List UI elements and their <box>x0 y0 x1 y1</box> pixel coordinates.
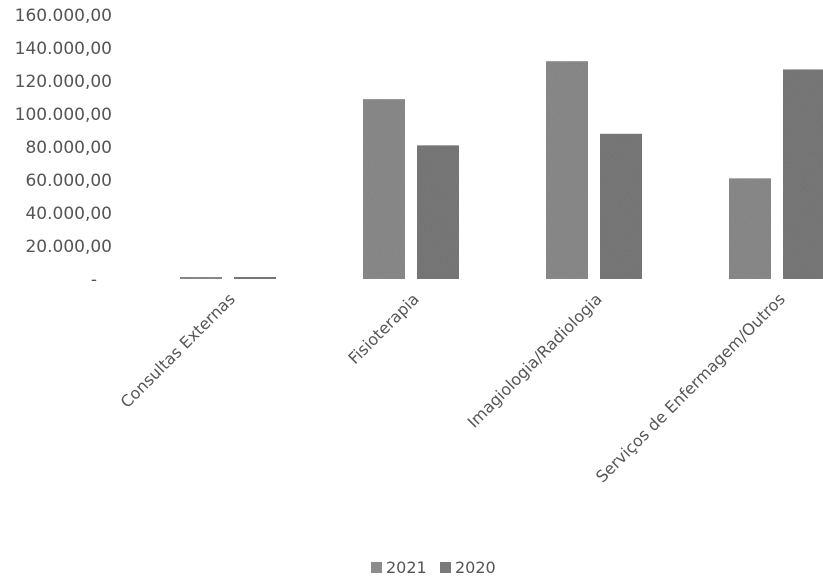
legend: 2021 2020 <box>371 558 496 577</box>
bar-2020-0 <box>234 277 276 279</box>
bar-2020-2 <box>600 133 642 279</box>
bar-2021-2 <box>546 61 588 280</box>
category-label: Imagiologia/Radiologia <box>464 289 606 431</box>
y-axis: - 20.000,00 40.000,00 60.000,00 80.000,00 100… <box>15 6 112 290</box>
category-label: Fisioterapia <box>344 289 422 367</box>
y-tick-label: 20.000,00 <box>25 237 112 257</box>
y-tick-label: 160.000,00 <box>15 6 112 26</box>
y-tick-label: 80.000,00 <box>25 138 112 158</box>
bars <box>180 61 823 280</box>
category-label: Consultas Externas <box>117 289 239 411</box>
bar-2021-1 <box>363 99 405 280</box>
y-tick-label: 140.000,00 <box>15 39 112 59</box>
legend-swatch <box>440 562 451 573</box>
y-tick-label: 120.000,00 <box>15 72 112 92</box>
category-label: Serviços de Enfermagem/Outros <box>592 289 789 486</box>
legend-item: 2021 <box>371 558 427 577</box>
legend-label: 2020 <box>455 558 496 577</box>
y-tick-label: 60.000,00 <box>25 171 112 191</box>
bar-2020-3 <box>783 69 823 279</box>
bar-2020-1 <box>417 145 459 279</box>
legend-swatch <box>371 562 382 573</box>
bar-2021-0 <box>180 277 222 279</box>
y-tick-label: 100.000,00 <box>15 105 112 125</box>
bar-2021-3 <box>729 178 771 279</box>
legend-label: 2021 <box>386 558 427 577</box>
y-tick-label: 40.000,00 <box>25 204 112 224</box>
x-axis: Consultas Externas Fisioterapia Imagiologi… <box>117 289 789 486</box>
legend-item: 2020 <box>440 558 496 577</box>
y-tick-label: - <box>91 270 97 290</box>
